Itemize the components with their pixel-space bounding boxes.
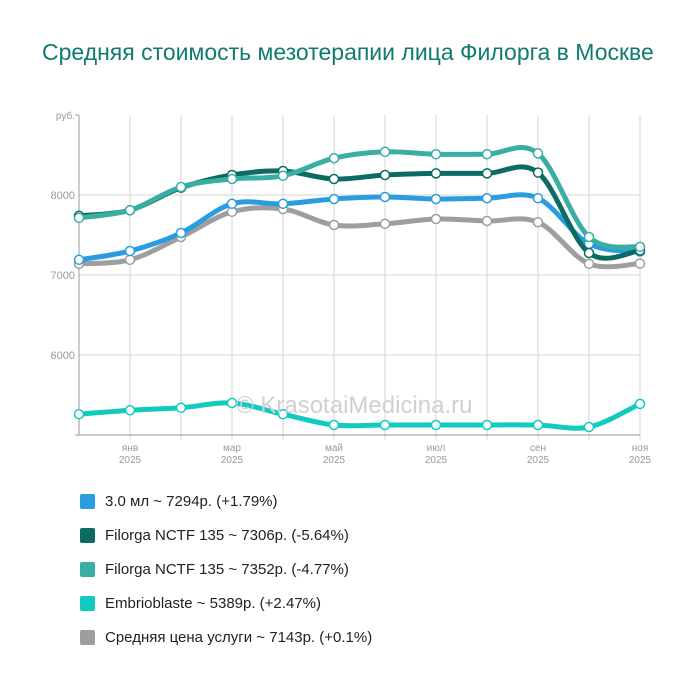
data-point: [277, 170, 289, 182]
data-point: [175, 181, 187, 193]
series-line: [76, 205, 643, 270]
data-point: [379, 146, 391, 158]
x-tick-year: 2025: [323, 455, 346, 466]
x-tick-year: 2025: [221, 455, 244, 466]
data-point: [328, 219, 340, 231]
data-point: [226, 397, 238, 409]
x-tick-year: 2025: [425, 455, 448, 466]
x-tick-label: мар: [223, 443, 241, 454]
legend-label: Embrioblaste ~ 5389р. (+2.47%): [105, 594, 321, 612]
x-tick-year: 2025: [629, 455, 652, 466]
data-point: [379, 191, 391, 203]
legend-label: Средняя цена услуги ~ 7143р. (+0.1%): [105, 628, 373, 646]
x-tick-label: май: [325, 443, 343, 454]
data-point: [379, 169, 391, 181]
data-point: [175, 402, 187, 414]
legend-swatch: [80, 561, 95, 577]
data-point: [175, 227, 187, 239]
data-point: [481, 419, 493, 431]
data-point: [583, 421, 595, 433]
data-point: [634, 258, 646, 269]
x-tick-label: янв: [122, 443, 138, 454]
legend-item[interactable]: 3.0 мл ~ 7294р. (+1.79%): [80, 484, 372, 518]
legend-swatch: [80, 629, 95, 645]
data-point: [583, 231, 595, 243]
data-point: [481, 148, 493, 160]
data-point: [583, 258, 595, 270]
x-tick-label: июл: [427, 443, 446, 454]
data-point: [226, 173, 238, 185]
legend-item[interactable]: Embrioblaste ~ 5389р. (+2.47%): [80, 586, 372, 620]
data-point: [481, 192, 493, 204]
legend-label: Filorga NCTF 135 ~ 7306р. (-5.64%): [105, 526, 349, 544]
x-tick-label: ноя: [632, 443, 649, 454]
data-point: [583, 247, 595, 259]
data-point: [124, 404, 136, 416]
data-point: [73, 254, 85, 266]
y-tick-label: 6000: [51, 350, 75, 362]
data-point: [430, 148, 442, 160]
data-point: [379, 218, 391, 230]
chart-title: Средняя стоимость мезотерапии лица Филор…: [42, 39, 654, 65]
data-point: [226, 198, 238, 210]
data-point: [532, 192, 544, 204]
data-point: [430, 213, 442, 225]
legend-item[interactable]: Filorga NCTF 135 ~ 7306р. (-5.64%): [80, 518, 372, 552]
data-point: [532, 216, 544, 228]
data-point: [481, 168, 493, 179]
legend-item[interactable]: Filorga NCTF 135 ~ 7352р. (-4.77%): [80, 552, 372, 586]
legend-item[interactable]: Средняя цена услуги ~ 7143р. (+0.1%): [80, 620, 372, 654]
data-point: [124, 204, 136, 216]
legend-label: 3.0 мл ~ 7294р. (+1.79%): [105, 492, 278, 510]
y-tick-label: 8000: [51, 190, 75, 202]
data-point: [379, 419, 391, 431]
data-point: [532, 419, 544, 431]
y-axis-label: руб.: [56, 110, 75, 122]
watermark: © KrasotaiMedicina.ru: [236, 392, 473, 419]
data-point: [532, 167, 544, 178]
x-tick-label: сен: [530, 443, 546, 454]
data-point: [277, 198, 289, 210]
legend: 3.0 мл ~ 7294р. (+1.79%) Filorga NCTF 135…: [80, 484, 372, 654]
data-point: [532, 148, 544, 159]
data-point: [634, 398, 646, 410]
data-point: [328, 419, 340, 431]
y-tick-label: 7000: [51, 270, 75, 282]
legend-swatch: [80, 493, 95, 509]
data-point: [124, 245, 136, 257]
data-point: [481, 215, 493, 227]
data-point: [634, 241, 646, 253]
legend-swatch: [80, 527, 95, 543]
data-point: [328, 193, 340, 205]
data-point: [430, 193, 442, 205]
legend-label: Filorga NCTF 135 ~ 7352р. (-4.77%): [105, 560, 349, 578]
legend-swatch: [80, 595, 95, 611]
data-point: [124, 254, 136, 266]
data-point: [277, 408, 289, 420]
data-point: [328, 173, 340, 185]
x-tick-year: 2025: [527, 455, 550, 466]
x-tick-year: 2025: [119, 455, 142, 466]
data-point: [328, 152, 340, 164]
data-point: [430, 168, 442, 179]
data-point: [430, 419, 442, 431]
data-point: [73, 212, 85, 224]
data-point: [73, 408, 85, 420]
